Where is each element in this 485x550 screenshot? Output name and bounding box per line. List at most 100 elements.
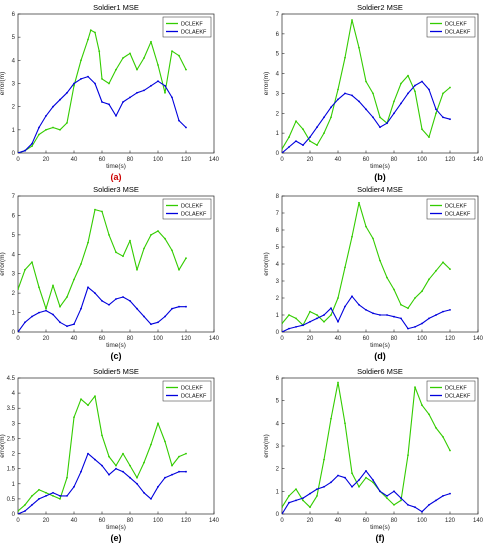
x-tick-label: 40 [71,157,78,163]
x-tick-label: 20 [43,518,50,524]
data-point-dclaekf [365,309,367,311]
y-tick-label: 1 [276,313,280,319]
data-point-dclaekf [379,490,381,493]
x-tick-label: 40 [71,518,78,524]
data-point-dclaekf [379,314,381,316]
data-point-dclekf [122,57,124,59]
data-point-dclekf [421,128,423,131]
data-point-dclekf [365,80,367,83]
legend-label: DCLEKF [181,386,203,392]
data-point-dclekf [442,261,444,264]
y-tick-label: 5 [276,399,280,405]
y-tick-label: 3 [276,444,280,450]
data-point-dclekf [344,422,346,425]
data-point-dclekf [449,449,451,452]
y-tick-label: 0 [12,330,16,336]
data-point-dclekf [122,452,124,455]
x-tick-label: 100 [153,518,164,524]
data-point-dclaekf [309,492,311,495]
y-tick-label: 0.5 [7,497,16,503]
data-point-dclekf [435,112,437,115]
data-point-dclekf [136,476,138,479]
data-point-dclaekf [150,84,152,87]
data-point-dclaekf [52,313,54,316]
data-point-dclekf [442,436,444,438]
x-axis-label: time(s) [370,524,390,531]
data-point-dclekf [379,116,381,119]
data-point-dclekf [38,133,40,136]
data-point-dclaekf [73,485,75,488]
chart-panel: Soldier3 MSE 0 20 40 60 80 100 120 140 0 1 2 3 4 5 6 7 ti… [0,185,220,361]
data-point-dclekf [157,230,159,232]
data-point-dclekf [80,398,82,401]
data-point-dclaekf [45,309,47,312]
data-point-dclekf [185,452,187,455]
data-point-dclekf [164,237,166,240]
panel-caption: (c) [111,351,122,361]
data-point-dclaekf [407,327,409,330]
data-point-dclaekf [449,118,451,121]
data-point-dclaekf [129,96,131,99]
data-point-dclaekf [52,105,54,108]
data-point-dclaekf [358,303,360,306]
x-tick-label: 120 [445,336,456,342]
data-point-dclaekf [150,323,152,326]
data-point-dclaekf [407,504,409,506]
x-tick-label: 60 [99,157,106,163]
data-point-dclekf [108,455,110,458]
x-tick-label: 120 [181,518,192,524]
x-axis-label: time(s) [370,163,390,170]
data-point-dclaekf [66,91,68,94]
data-point-dclekf [164,440,166,443]
data-point-dclaekf [337,98,339,101]
data-point-dclaekf [31,504,33,506]
y-tick-label: 1 [276,131,280,137]
data-point-dclekf [330,417,332,420]
data-point-dclaekf [24,149,26,152]
data-point-dclekf [407,74,409,77]
y-axis-label: error(m) [263,72,270,95]
data-point-dclaekf [386,122,388,125]
data-point-dclaekf [31,315,33,318]
data-point-dclekf [80,59,82,62]
data-point-dclekf [24,504,26,506]
data-point-dclekf [428,413,430,416]
data-point-dclekf [129,52,131,55]
x-tick-label: 20 [43,336,50,342]
x-axis-label: time(s) [106,342,126,349]
x-tick-label: 100 [153,157,164,163]
x-tick-label: 40 [335,518,342,524]
data-point-dclaekf [108,103,110,106]
y-tick-label: 5 [276,52,280,58]
y-tick-label: 4 [12,391,16,397]
x-tick-label: 40 [335,157,342,163]
data-point-dclekf [428,278,430,281]
data-point-dclaekf [87,452,89,455]
data-point-dclekf [66,122,68,124]
data-point-dclekf [351,235,353,238]
data-point-dclaekf [178,119,180,122]
data-point-dclekf [171,464,173,467]
data-point-dclaekf [442,310,444,313]
data-point-dclekf [87,241,89,244]
data-point-dclekf [358,46,360,49]
data-point-dclaekf [59,321,61,324]
data-point-dclekf [400,82,402,85]
data-point-dclaekf [309,320,311,323]
data-point-dclekf [18,510,19,512]
data-point-dclaekf [393,490,395,493]
data-point-dclaekf [73,323,75,326]
y-tick-label: 1 [12,128,16,134]
y-tick-label: 3 [276,279,280,285]
data-point-dclaekf [316,488,318,490]
data-point-dclaekf [129,300,131,302]
data-point-dclaekf [101,464,103,467]
data-point-dclekf [150,234,152,236]
data-point-dclaekf [31,142,33,145]
data-point-dclaekf [59,495,61,497]
data-point-dclaekf [435,314,437,316]
data-point-dclaekf [136,482,138,485]
data-point-dclaekf [136,307,138,310]
data-point-dclaekf [171,96,173,99]
data-point-dclaekf [323,485,325,488]
